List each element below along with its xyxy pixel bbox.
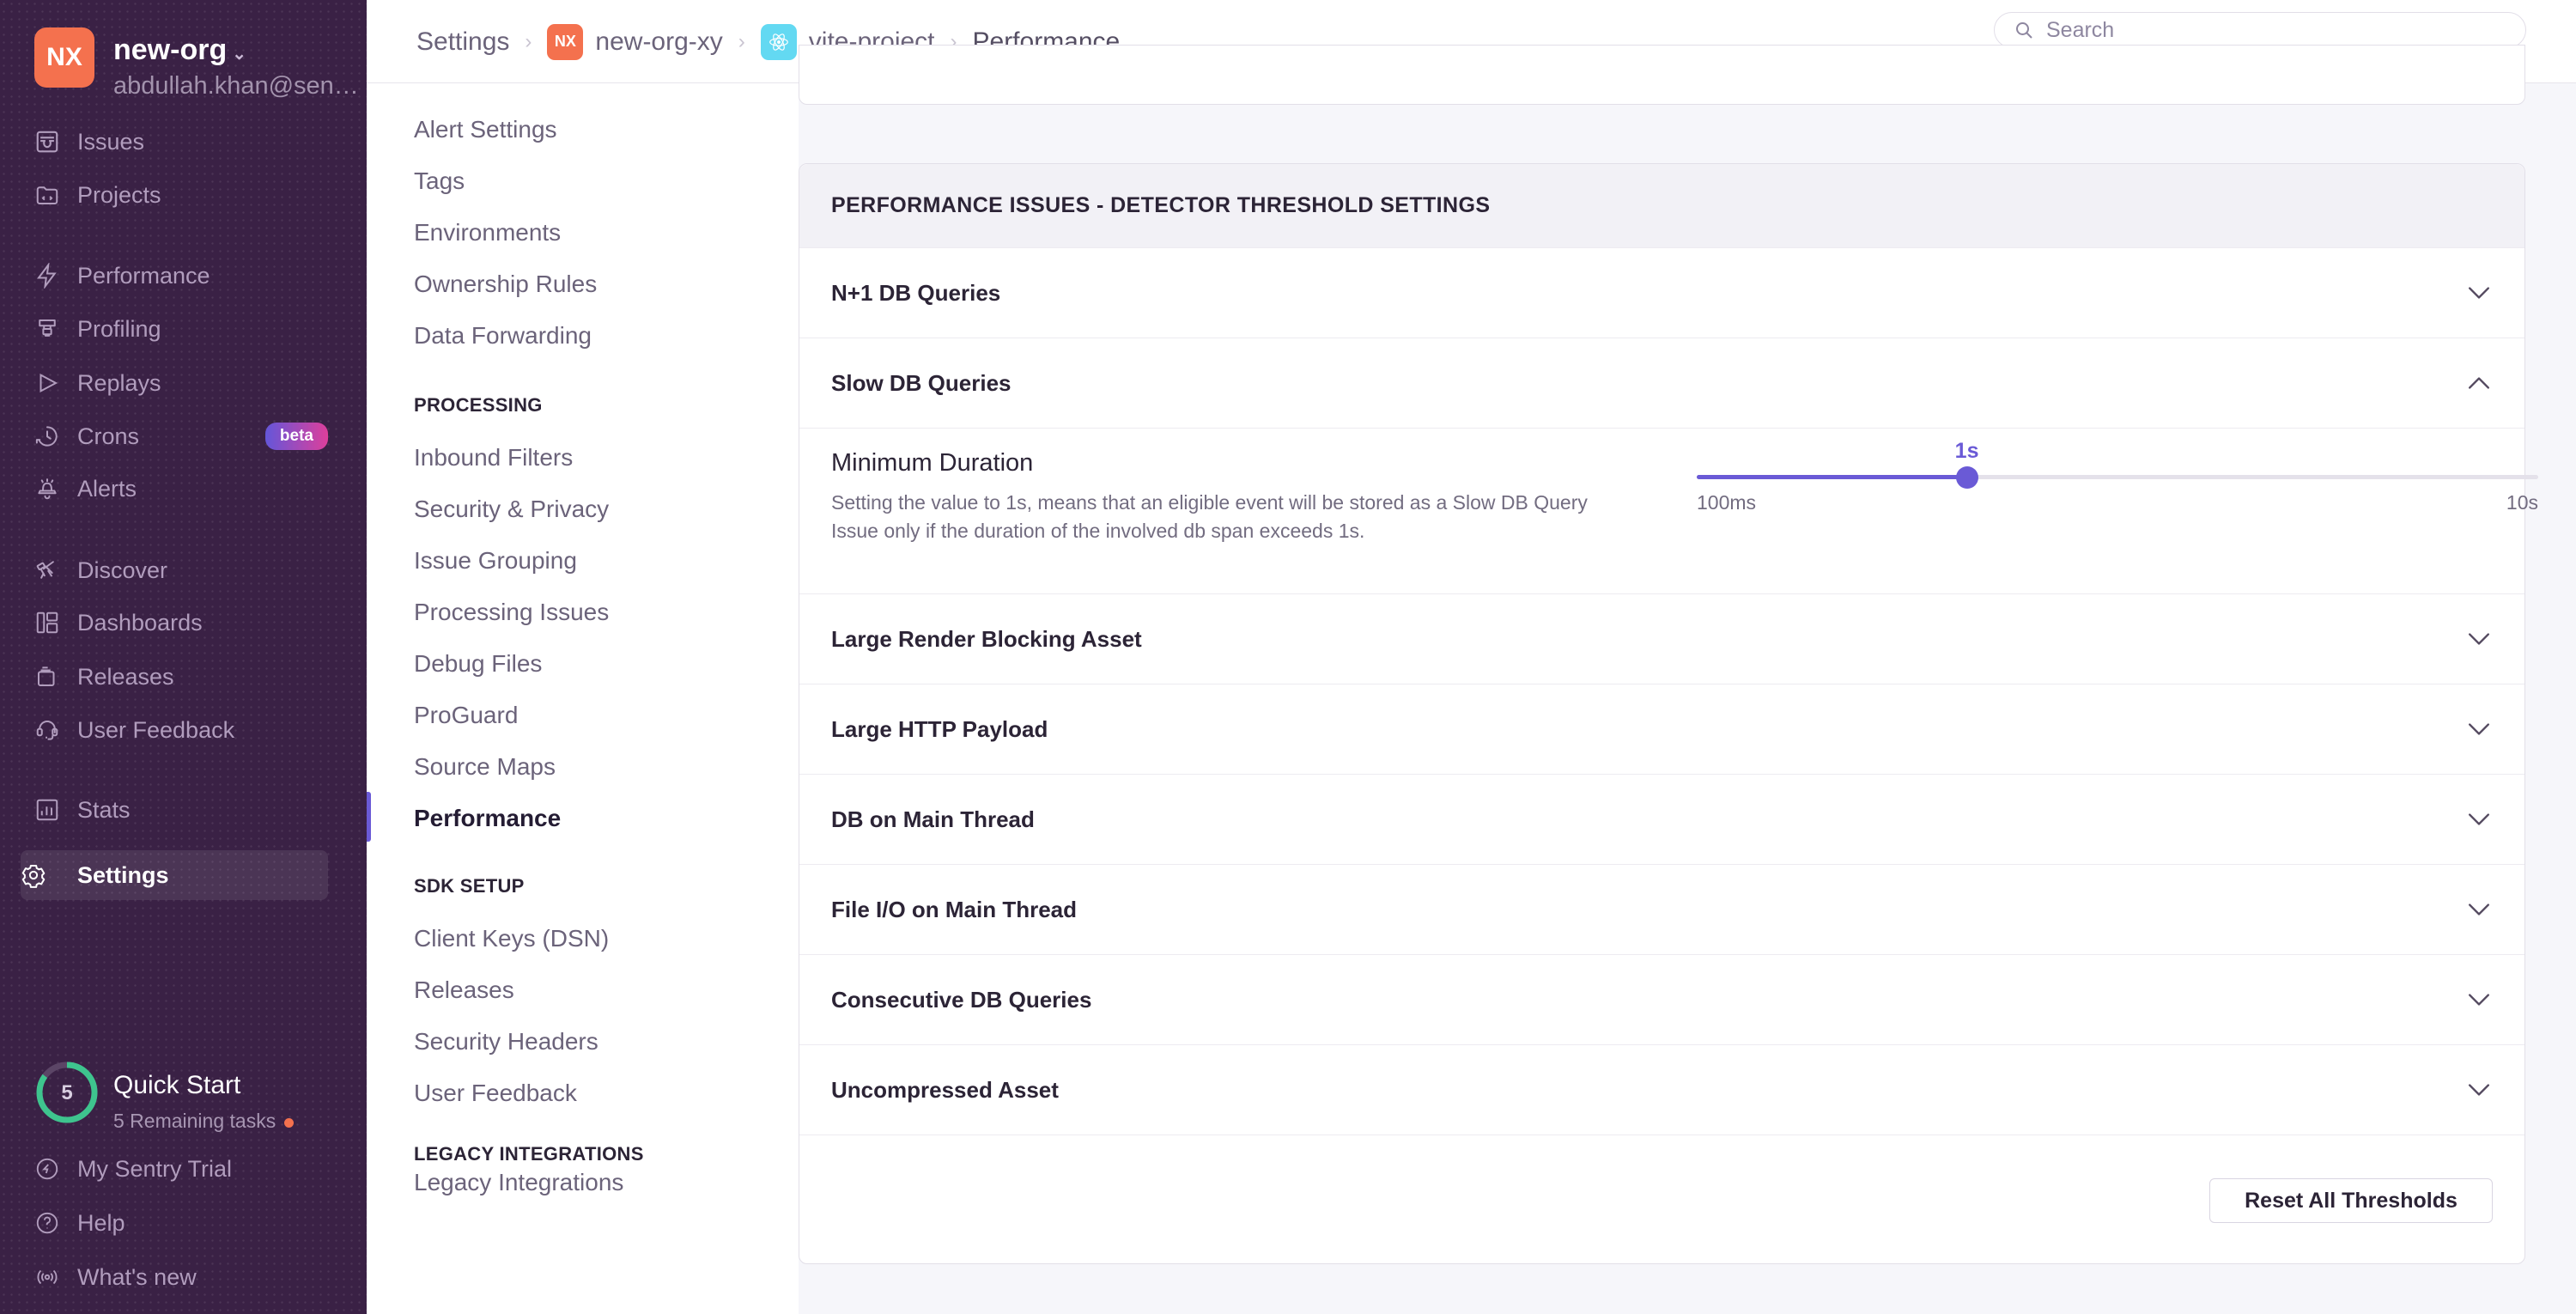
svg-text:5: 5 bbox=[61, 1081, 72, 1104]
